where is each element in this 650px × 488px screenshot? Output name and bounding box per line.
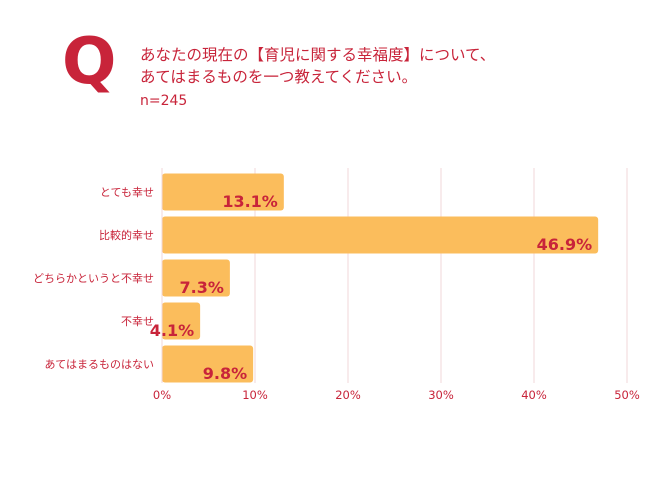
bar — [162, 173, 284, 211]
value-label: 7.3% — [180, 278, 224, 297]
category-label: あてはまるものはない — [44, 358, 154, 371]
x-tick-label: 50% — [614, 388, 640, 402]
category-label: 不幸せ — [121, 315, 154, 328]
value-label: 46.9% — [537, 235, 593, 254]
x-tick-label: 10% — [242, 388, 268, 402]
x-tick-label: 30% — [428, 388, 454, 402]
category-label: とても幸せ — [100, 186, 154, 199]
bar — [162, 345, 254, 383]
value-label: 4.1% — [150, 321, 194, 340]
value-label: 13.1% — [222, 192, 278, 211]
value-label: 9.8% — [203, 364, 247, 383]
question-line-2: あてはまるものを一つ教えてください。 — [140, 68, 418, 86]
question-line-1: あなたの現在の【育児に関する幸福度】について、 — [140, 46, 496, 64]
x-tick-label: 20% — [335, 388, 361, 402]
bar — [162, 302, 201, 340]
bar — [162, 216, 599, 254]
x-tick-label: 0% — [153, 388, 171, 402]
category-label: 比較的幸せ — [99, 228, 154, 242]
question-text: あなたの現在の【育児に関する幸福度】について、 あてはまるものを一つ教えてくださ… — [140, 44, 620, 88]
x-tick-label: 40% — [521, 388, 547, 402]
question-header: Q あなたの現在の【育児に関する幸福度】について、 あてはまるものを一つ教えてく… — [0, 0, 650, 130]
q-mark: Q — [62, 25, 117, 99]
category-label: どちらかというと不幸せ — [33, 272, 154, 285]
sample-size: n=245 — [140, 93, 188, 109]
bar — [162, 259, 230, 297]
